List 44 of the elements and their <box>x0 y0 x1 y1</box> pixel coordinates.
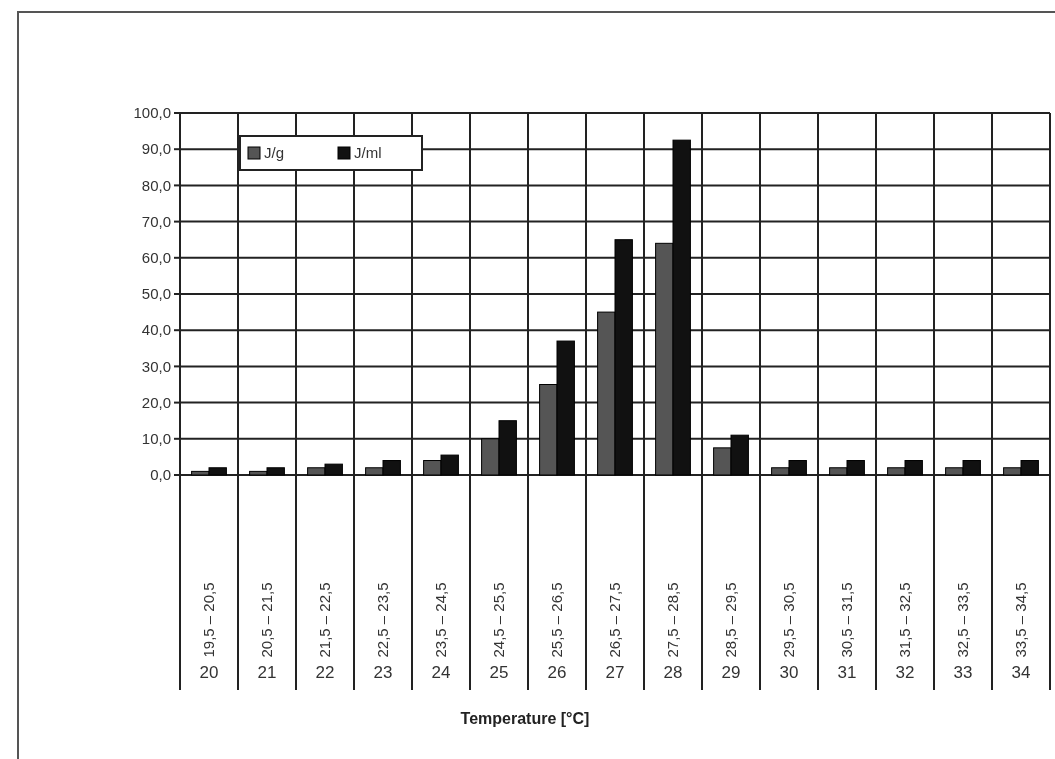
text: 22 <box>315 662 335 682</box>
x-tick-label: 23,5 – 24,5 <box>432 582 450 658</box>
x-tick-label: 32,5 – 33,5 <box>954 582 972 658</box>
x-tick-label: 27,5 – 28,5 <box>664 582 682 658</box>
x-tick-label: 24,5 – 25,5 <box>490 582 508 658</box>
x-tick-label: 19,5 – 20,5 <box>200 582 218 658</box>
x-tick-label: 25,5 – 26,5 <box>548 582 566 658</box>
text: 25 <box>489 662 509 682</box>
x-tick-label: 22,5 – 23,5 <box>374 582 392 658</box>
y-tick-label: 90,0 <box>141 140 171 158</box>
legend-label: J/ml <box>354 144 382 162</box>
x-tick-label: 30,5 – 31,5 <box>838 582 856 658</box>
text: 29 <box>721 662 741 682</box>
y-tick-label: 40,0 <box>141 321 171 339</box>
y-tick-label: 70,0 <box>141 212 171 230</box>
text: 23 <box>373 662 393 682</box>
y-tick-label: 100,0 <box>133 104 171 122</box>
text: 30 <box>779 662 799 682</box>
text: 27 <box>605 662 625 682</box>
x-tick-label: 31,5 – 32,5 <box>896 582 914 658</box>
text: 32 <box>895 662 915 682</box>
x-tick-label: 20,5 – 21,5 <box>258 582 276 658</box>
x-axis-title: Temperature [°C] <box>460 709 590 727</box>
text: 31 <box>837 662 857 682</box>
x-tick-label: 21,5 – 22,5 <box>316 582 334 658</box>
text: 20 <box>199 662 219 682</box>
y-tick-label: 80,0 <box>141 176 171 194</box>
text: 33 <box>953 662 973 682</box>
x-tick-label: 29,5 – 30,5 <box>780 582 798 658</box>
text: 24 <box>431 662 451 682</box>
legend-label: J/g <box>264 144 285 162</box>
y-tick-label: 50,0 <box>141 285 171 303</box>
y-tick-label: 20,0 <box>141 393 171 411</box>
text: 26 <box>547 662 567 682</box>
text: 21 <box>257 662 277 682</box>
x-tick-label: 33,5 – 34,5 <box>1012 582 1030 658</box>
text: 28 <box>663 662 683 682</box>
x-tick-label: 26,5 – 27,5 <box>606 582 624 658</box>
text: 34 <box>1011 662 1031 682</box>
y-tick-label: 60,0 <box>141 249 171 267</box>
y-tick-label: 0,0 <box>150 466 171 484</box>
x-tick-label: 28,5 – 29,5 <box>722 582 740 658</box>
y-tick-label: 30,0 <box>141 357 171 375</box>
y-tick-label: 10,0 <box>141 430 171 448</box>
